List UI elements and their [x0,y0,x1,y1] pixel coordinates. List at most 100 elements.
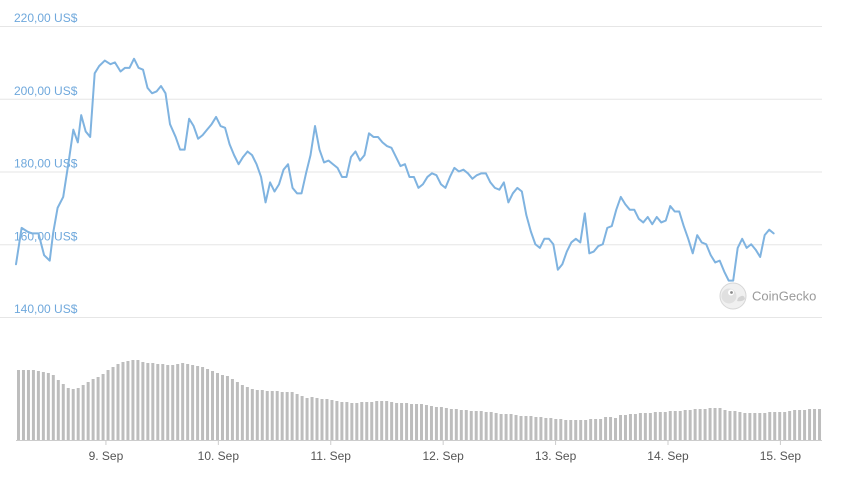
volume-bar [708,408,712,440]
volume-bar [36,371,40,440]
volume-bar [335,401,339,440]
volume-bar [489,412,493,440]
volume-bar [479,411,483,440]
volume-bar [698,409,702,440]
gecko-logo-icon [719,282,747,310]
volume-bar [405,403,409,440]
volume-bar [56,380,60,440]
volume-bar [121,362,125,440]
volume-bar [464,410,468,440]
volume-bar [803,410,807,440]
volume-bar [574,420,578,440]
volume-bar [638,413,642,440]
y-tick-label: 220,00 US$ [14,11,78,25]
volume-bar [245,387,249,440]
volume-bar [519,416,523,440]
volume-bar [186,364,190,440]
volume-bar [260,390,264,440]
price-line [15,57,775,282]
volume-bar [673,411,677,440]
volume-bar [111,367,115,440]
volume-bar [459,410,463,440]
volume-bar [31,370,35,440]
volume-bar [504,414,508,440]
volume-bar [146,363,150,440]
volume-bar [474,411,478,440]
volume-bar [693,409,697,440]
volume-bar [544,418,548,440]
volume-bar [778,412,782,440]
y-tick-label: 140,00 US$ [14,302,78,316]
volume-bar [295,394,299,440]
volume-bar [529,416,533,440]
volume-bar [818,409,822,440]
volume-bar [201,367,205,440]
volume-bar [569,420,573,440]
volume-bar [609,417,613,440]
volume-bar [718,408,722,440]
grid-lines [0,26,822,318]
volume-bar [136,360,140,440]
x-tick-label: 11. Sep [311,449,352,463]
volume-bar [46,373,50,440]
volume-bar [270,391,274,440]
volume-bar [713,408,717,440]
volume-bar [559,419,563,440]
volume-bar [116,364,120,440]
volume-bar [191,365,195,440]
volume-bar [584,420,588,440]
volume-bar [265,391,269,440]
volume-bar [375,401,379,440]
volume-bar [66,388,70,440]
volume-bar [400,403,404,440]
volume-bar [220,375,224,440]
volume-bar [633,414,637,440]
volume-bar [748,413,752,440]
volume-bar [469,411,473,440]
x-axis-ticks: 9. Sep 10. Sep 11. Sep 12. Sep 13. Sep 14. Se… [89,441,801,463]
volume-bar [86,382,90,440]
volume-bar [71,389,75,440]
x-tick-label: 10. Sep [198,449,240,463]
volume-bar [589,419,593,440]
volume-bar [365,402,369,440]
volume-bar [758,413,762,440]
volume-bar [783,412,787,440]
volume-bar [793,410,797,440]
volume-bar [564,420,568,440]
volume-bar [594,419,598,440]
volume-bar [305,398,309,440]
volume-bar [798,410,802,440]
volume-bar [723,410,727,440]
volume-bar [240,385,244,440]
coingecko-watermark: CoinGecko [719,282,816,310]
volume-bar [808,409,812,440]
volume-bar [255,390,259,440]
volume-bar [494,413,498,440]
volume-bar [206,369,210,440]
y-tick-label: 180,00 US$ [14,157,78,171]
volume-bar [151,363,155,440]
volume-bar [285,392,289,440]
volume-bar [310,397,314,440]
volume-bar [300,396,304,440]
volume-bar [813,409,817,440]
volume-bar [26,370,30,440]
volume-bar [395,403,399,440]
volume-bar [668,411,672,440]
volume-bar [484,412,488,440]
volume-bar [176,364,180,440]
volume-bar [534,417,538,440]
volume-bar [763,413,767,440]
volume-bar [250,389,254,440]
volume-bar [743,413,747,440]
volume-bar [360,402,364,440]
volume-bar [330,400,334,440]
volume-bar [628,414,632,440]
volume-bar [439,407,443,440]
volume-bar [380,401,384,440]
volume-bar [76,388,80,440]
volume-bar [290,392,294,440]
volume-bars [16,360,822,441]
